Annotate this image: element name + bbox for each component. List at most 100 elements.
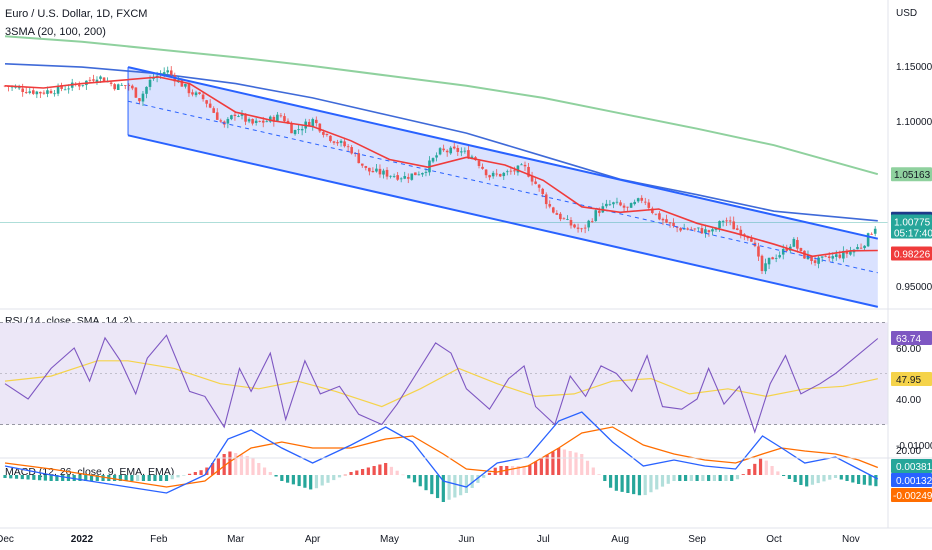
macd-histogram-bar	[851, 475, 855, 483]
macd-histogram-bar	[805, 475, 809, 487]
candle-body	[77, 84, 81, 87]
candle-body	[484, 169, 488, 176]
sma-indicator-label[interactable]: 3SMA (20, 100, 200)	[5, 26, 106, 38]
candle-body	[403, 176, 407, 179]
macd-histogram-bar	[118, 475, 122, 481]
macd-histogram-bar	[782, 475, 786, 476]
candle-body	[845, 250, 849, 254]
candle-body	[573, 224, 576, 228]
macd-histogram-bar	[326, 475, 330, 483]
candle-body	[626, 206, 629, 208]
macd-histogram-bar	[701, 475, 705, 481]
macd-histogram-bar	[101, 475, 105, 481]
candle-body	[856, 247, 859, 250]
candle-body	[566, 219, 569, 220]
macd-histogram-bar	[14, 475, 19, 479]
candle-body	[187, 83, 191, 94]
candle-body	[580, 228, 583, 230]
macd-histogram-bar	[384, 463, 388, 475]
candle-body	[406, 177, 410, 179]
candle-body	[314, 119, 318, 124]
macd-line	[4, 411, 879, 494]
rsi-line	[4, 334, 879, 434]
channel-lower-line	[127, 134, 879, 308]
currency-unit[interactable]: USD	[896, 8, 918, 19]
macd-histogram-bar	[170, 475, 174, 480]
candle-body	[849, 251, 852, 255]
macd-histogram-bar	[660, 475, 665, 487]
macd-histogram-bar	[632, 475, 636, 495]
macd-histogram-bar	[418, 475, 422, 487]
macd-histogram-bar	[608, 475, 613, 488]
candle-body	[707, 230, 711, 233]
candle-body	[597, 210, 601, 213]
macd-histogram-bar	[274, 475, 278, 477]
time-tick-label: Feb	[150, 534, 168, 545]
macd-histogram-bar	[551, 451, 555, 475]
candle-body	[728, 220, 732, 222]
macd-histogram-bar	[222, 454, 226, 475]
macd-line-badge: 0.00132	[896, 476, 932, 487]
candle-body	[834, 254, 838, 257]
macd-histogram-bar	[799, 475, 803, 485]
candle-body	[148, 79, 152, 87]
macd-histogram-bar	[211, 463, 215, 475]
macd-histogram-bar	[585, 460, 590, 475]
candle-body	[88, 79, 92, 81]
macd-histogram-bar	[187, 473, 192, 475]
candle-body	[590, 221, 594, 222]
candle-body	[102, 77, 106, 83]
candle-body	[813, 260, 817, 263]
candle-body	[360, 163, 364, 166]
macd-histogram-bar	[337, 475, 342, 478]
candle-body	[449, 147, 453, 154]
candle-body	[113, 84, 116, 90]
candle-body	[866, 233, 870, 247]
macd-histogram-bar	[343, 474, 347, 476]
candle-body	[329, 135, 332, 142]
candle-body	[491, 172, 495, 177]
candle-body	[276, 114, 279, 122]
rsi-value-badge-bg	[891, 331, 932, 345]
candle-body	[711, 229, 714, 232]
macd-histogram-bar	[862, 475, 866, 485]
bar-countdown: 05:17:40	[894, 228, 932, 239]
candle-body	[244, 113, 247, 122]
candle-body	[283, 116, 286, 122]
macd-histogram-bar	[136, 475, 140, 481]
candle-body	[718, 221, 721, 229]
candle-body	[336, 142, 339, 144]
macd-histogram-bar	[695, 475, 699, 481]
macd-histogram-bar	[366, 467, 370, 475]
macd-histogram-bar	[874, 475, 878, 487]
time-tick-label: May	[380, 534, 399, 545]
candle-body	[686, 228, 690, 230]
candle-body	[870, 233, 873, 235]
candle-body	[714, 228, 718, 230]
rsi-value-badge: 63.74	[896, 334, 921, 345]
candle-body	[721, 221, 725, 223]
candle-body	[502, 172, 506, 177]
macd-histogram-bar	[476, 475, 480, 483]
macd-histogram-bar	[430, 475, 434, 495]
candle-body	[109, 82, 113, 84]
candle-body	[35, 91, 39, 95]
macd-histogram-bar	[407, 475, 411, 479]
candle-body	[817, 257, 820, 264]
candle-body	[325, 133, 329, 136]
macd-histogram-bar	[672, 475, 676, 481]
macd-histogram-bar	[557, 448, 561, 475]
candle-body	[495, 173, 498, 175]
candle-body	[792, 238, 796, 247]
macd-hist-badge-bg	[891, 459, 932, 473]
macd-histogram-bar	[268, 472, 272, 475]
macd-histogram-bar	[286, 475, 290, 483]
rsi-tick-label: 40.00	[896, 395, 921, 406]
macd-line-badge-bg	[891, 473, 932, 487]
candle-body	[31, 90, 35, 94]
candle-body	[392, 176, 396, 177]
macd-signal-badge: -0.00249	[893, 491, 932, 502]
macd-histogram-bar	[562, 449, 567, 475]
